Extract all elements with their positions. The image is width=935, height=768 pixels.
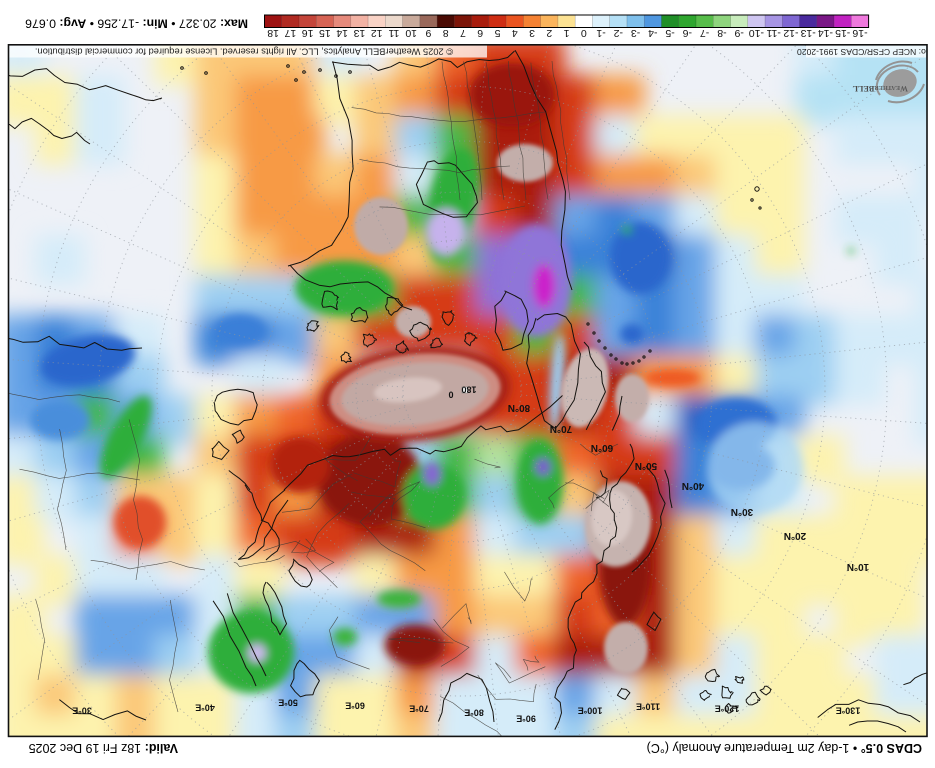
svg-text:0: 0 bbox=[448, 390, 453, 400]
svg-text:14: 14 bbox=[336, 27, 348, 39]
svg-text:60°N: 60°N bbox=[591, 442, 613, 453]
svg-text:-5: -5 bbox=[665, 27, 674, 39]
svg-text:80°E: 80°E bbox=[464, 708, 484, 718]
svg-text:13: 13 bbox=[353, 27, 365, 39]
svg-text:16: 16 bbox=[302, 27, 314, 39]
svg-text:50°E: 50°E bbox=[278, 698, 298, 708]
svg-text:17: 17 bbox=[284, 27, 296, 39]
svg-text:50°N: 50°N bbox=[635, 460, 657, 471]
svg-text:4: 4 bbox=[512, 27, 518, 39]
svg-text:0: 0 bbox=[581, 27, 587, 39]
svg-text:40°N: 40°N bbox=[682, 480, 704, 491]
svg-text:-3: -3 bbox=[631, 27, 640, 39]
svg-text:-14: -14 bbox=[818, 27, 833, 39]
svg-text:1: 1 bbox=[563, 27, 569, 39]
svg-text:10°N: 10°N bbox=[847, 561, 869, 572]
svg-text:© 2025 WeatherBELL Analytics,: © 2025 WeatherBELL Analytics, LLC. All r… bbox=[35, 46, 453, 56]
svg-text:5: 5 bbox=[494, 27, 500, 39]
svg-text:WEATHERBELL: WEATHERBELL bbox=[852, 84, 908, 93]
svg-text:20°N: 20°N bbox=[784, 530, 806, 541]
svg-text:-10: -10 bbox=[749, 27, 764, 39]
svg-text:CDAS 0.5° • 1-day 2m Tempera: CDAS 0.5° • 1-day 2m Temperature Anomaly… bbox=[647, 741, 922, 755]
svg-text:6: 6 bbox=[477, 27, 483, 39]
svg-text:15: 15 bbox=[319, 27, 331, 39]
svg-text:-8: -8 bbox=[717, 27, 726, 39]
svg-text:-15: -15 bbox=[835, 27, 850, 39]
svg-text:11: 11 bbox=[388, 27, 399, 39]
svg-text:110°E: 110°E bbox=[636, 702, 660, 712]
svg-text:-11: -11 bbox=[766, 27, 781, 39]
svg-text:80°N: 80°N bbox=[508, 402, 530, 413]
svg-text:9: 9 bbox=[425, 27, 431, 39]
svg-text:-7: -7 bbox=[700, 27, 709, 39]
svg-text:8: 8 bbox=[443, 27, 449, 39]
svg-text:10: 10 bbox=[405, 27, 417, 39]
svg-text:-12: -12 bbox=[783, 27, 798, 39]
svg-text:18: 18 bbox=[267, 27, 279, 39]
svg-text:40°E: 40°E bbox=[195, 703, 215, 713]
svg-text:7: 7 bbox=[460, 27, 466, 39]
svg-text:100°E: 100°E bbox=[578, 706, 603, 716]
svg-text:120°E: 120°E bbox=[715, 704, 740, 714]
svg-text:2: 2 bbox=[546, 27, 552, 39]
svg-text:Max: 20.327 • Min: -17.256 • A: Max: 20.327 • Min: -17.256 • Avg: 0.676 bbox=[25, 17, 248, 31]
svg-text:3: 3 bbox=[529, 27, 535, 39]
svg-text:90°E: 90°E bbox=[516, 714, 536, 724]
svg-text:70°N: 70°N bbox=[550, 423, 572, 434]
svg-text:-1: -1 bbox=[596, 27, 605, 39]
svg-text:12: 12 bbox=[371, 27, 383, 39]
svg-text:180: 180 bbox=[461, 385, 476, 395]
svg-text:-2: -2 bbox=[614, 27, 623, 39]
svg-text:60°E: 60°E bbox=[345, 701, 365, 711]
svg-text:Valid: 18z Fri 19 Dec 2025: Valid: 18z Fri 19 Dec 2025 bbox=[29, 741, 178, 755]
svg-text:70°E: 70°E bbox=[409, 704, 429, 714]
svg-text:-4: -4 bbox=[648, 27, 657, 39]
svg-text:Climo: NCEP CFSR/CDAS 1991-202: Climo: NCEP CFSR/CDAS 1991-2020 bbox=[797, 47, 935, 57]
svg-text:-9: -9 bbox=[734, 27, 743, 39]
svg-text:-6: -6 bbox=[683, 27, 692, 39]
svg-text:30°N: 30°N bbox=[731, 506, 753, 517]
svg-text:130°E: 130°E bbox=[836, 706, 861, 716]
svg-text:30°E: 30°E bbox=[72, 706, 92, 716]
svg-text:-13: -13 bbox=[800, 27, 815, 39]
svg-text:-16: -16 bbox=[852, 27, 867, 39]
